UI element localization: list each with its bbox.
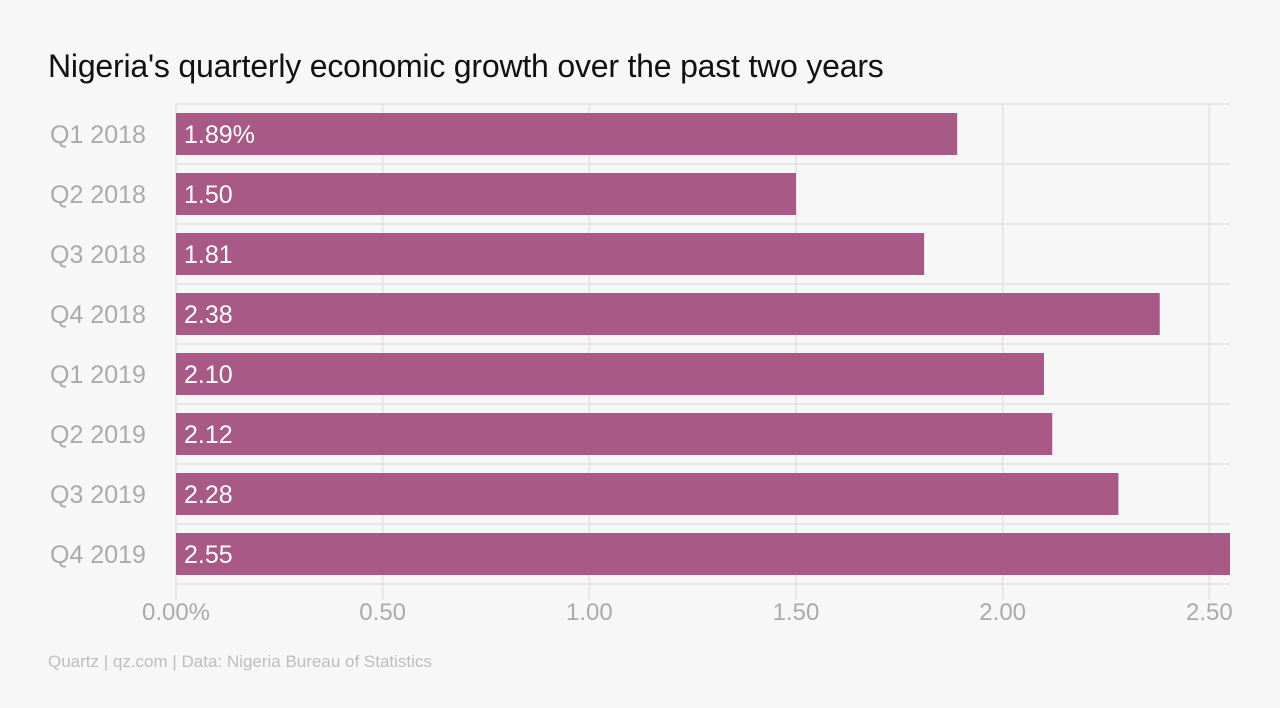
x-tick-label: 2.50	[1186, 599, 1233, 626]
data-label: 2.28	[184, 481, 233, 509]
data-label: 2.12	[184, 421, 233, 449]
bar	[176, 293, 1160, 335]
chart-title: Nigeria's quarterly economic growth over…	[48, 48, 884, 84]
category-label: Q3 2018	[50, 241, 146, 269]
data-label: 1.81	[184, 241, 233, 269]
data-label: 2.10	[184, 361, 233, 389]
x-tick-label: 1.00	[566, 599, 613, 626]
category-label: Q2 2018	[50, 181, 146, 209]
labels: 0.00% 0.50 1.00 1.50 2.00 2.50 Q1 2018 1.89% Q2 …	[50, 121, 1233, 626]
data-label: 2.55	[184, 541, 233, 569]
bar	[176, 473, 1119, 515]
category-label: Q1 2019	[50, 361, 146, 389]
category-label: Q2 2019	[50, 421, 146, 449]
bar	[176, 113, 958, 155]
x-tick-label: 0.00%	[142, 599, 210, 626]
x-tick-label: 1.50	[773, 599, 820, 626]
x-tick-label: 0.50	[359, 599, 406, 626]
bar	[176, 413, 1053, 455]
category-label: Q1 2018	[50, 121, 146, 149]
category-label: Q3 2019	[50, 481, 146, 509]
data-label: 1.50	[184, 181, 233, 209]
category-label: Q4 2019	[50, 541, 146, 569]
bar	[176, 533, 1230, 575]
bars	[176, 113, 1230, 575]
category-label: Q4 2018	[50, 301, 146, 329]
data-label: 1.89%	[184, 121, 255, 149]
bar	[176, 353, 1044, 395]
bar	[176, 173, 796, 215]
bar	[176, 233, 925, 275]
x-tick-label: 2.00	[979, 599, 1026, 626]
data-label: 2.38	[184, 301, 233, 329]
source-footer: Quartz | qz.com | Data: Nigeria Bureau o…	[48, 652, 432, 671]
